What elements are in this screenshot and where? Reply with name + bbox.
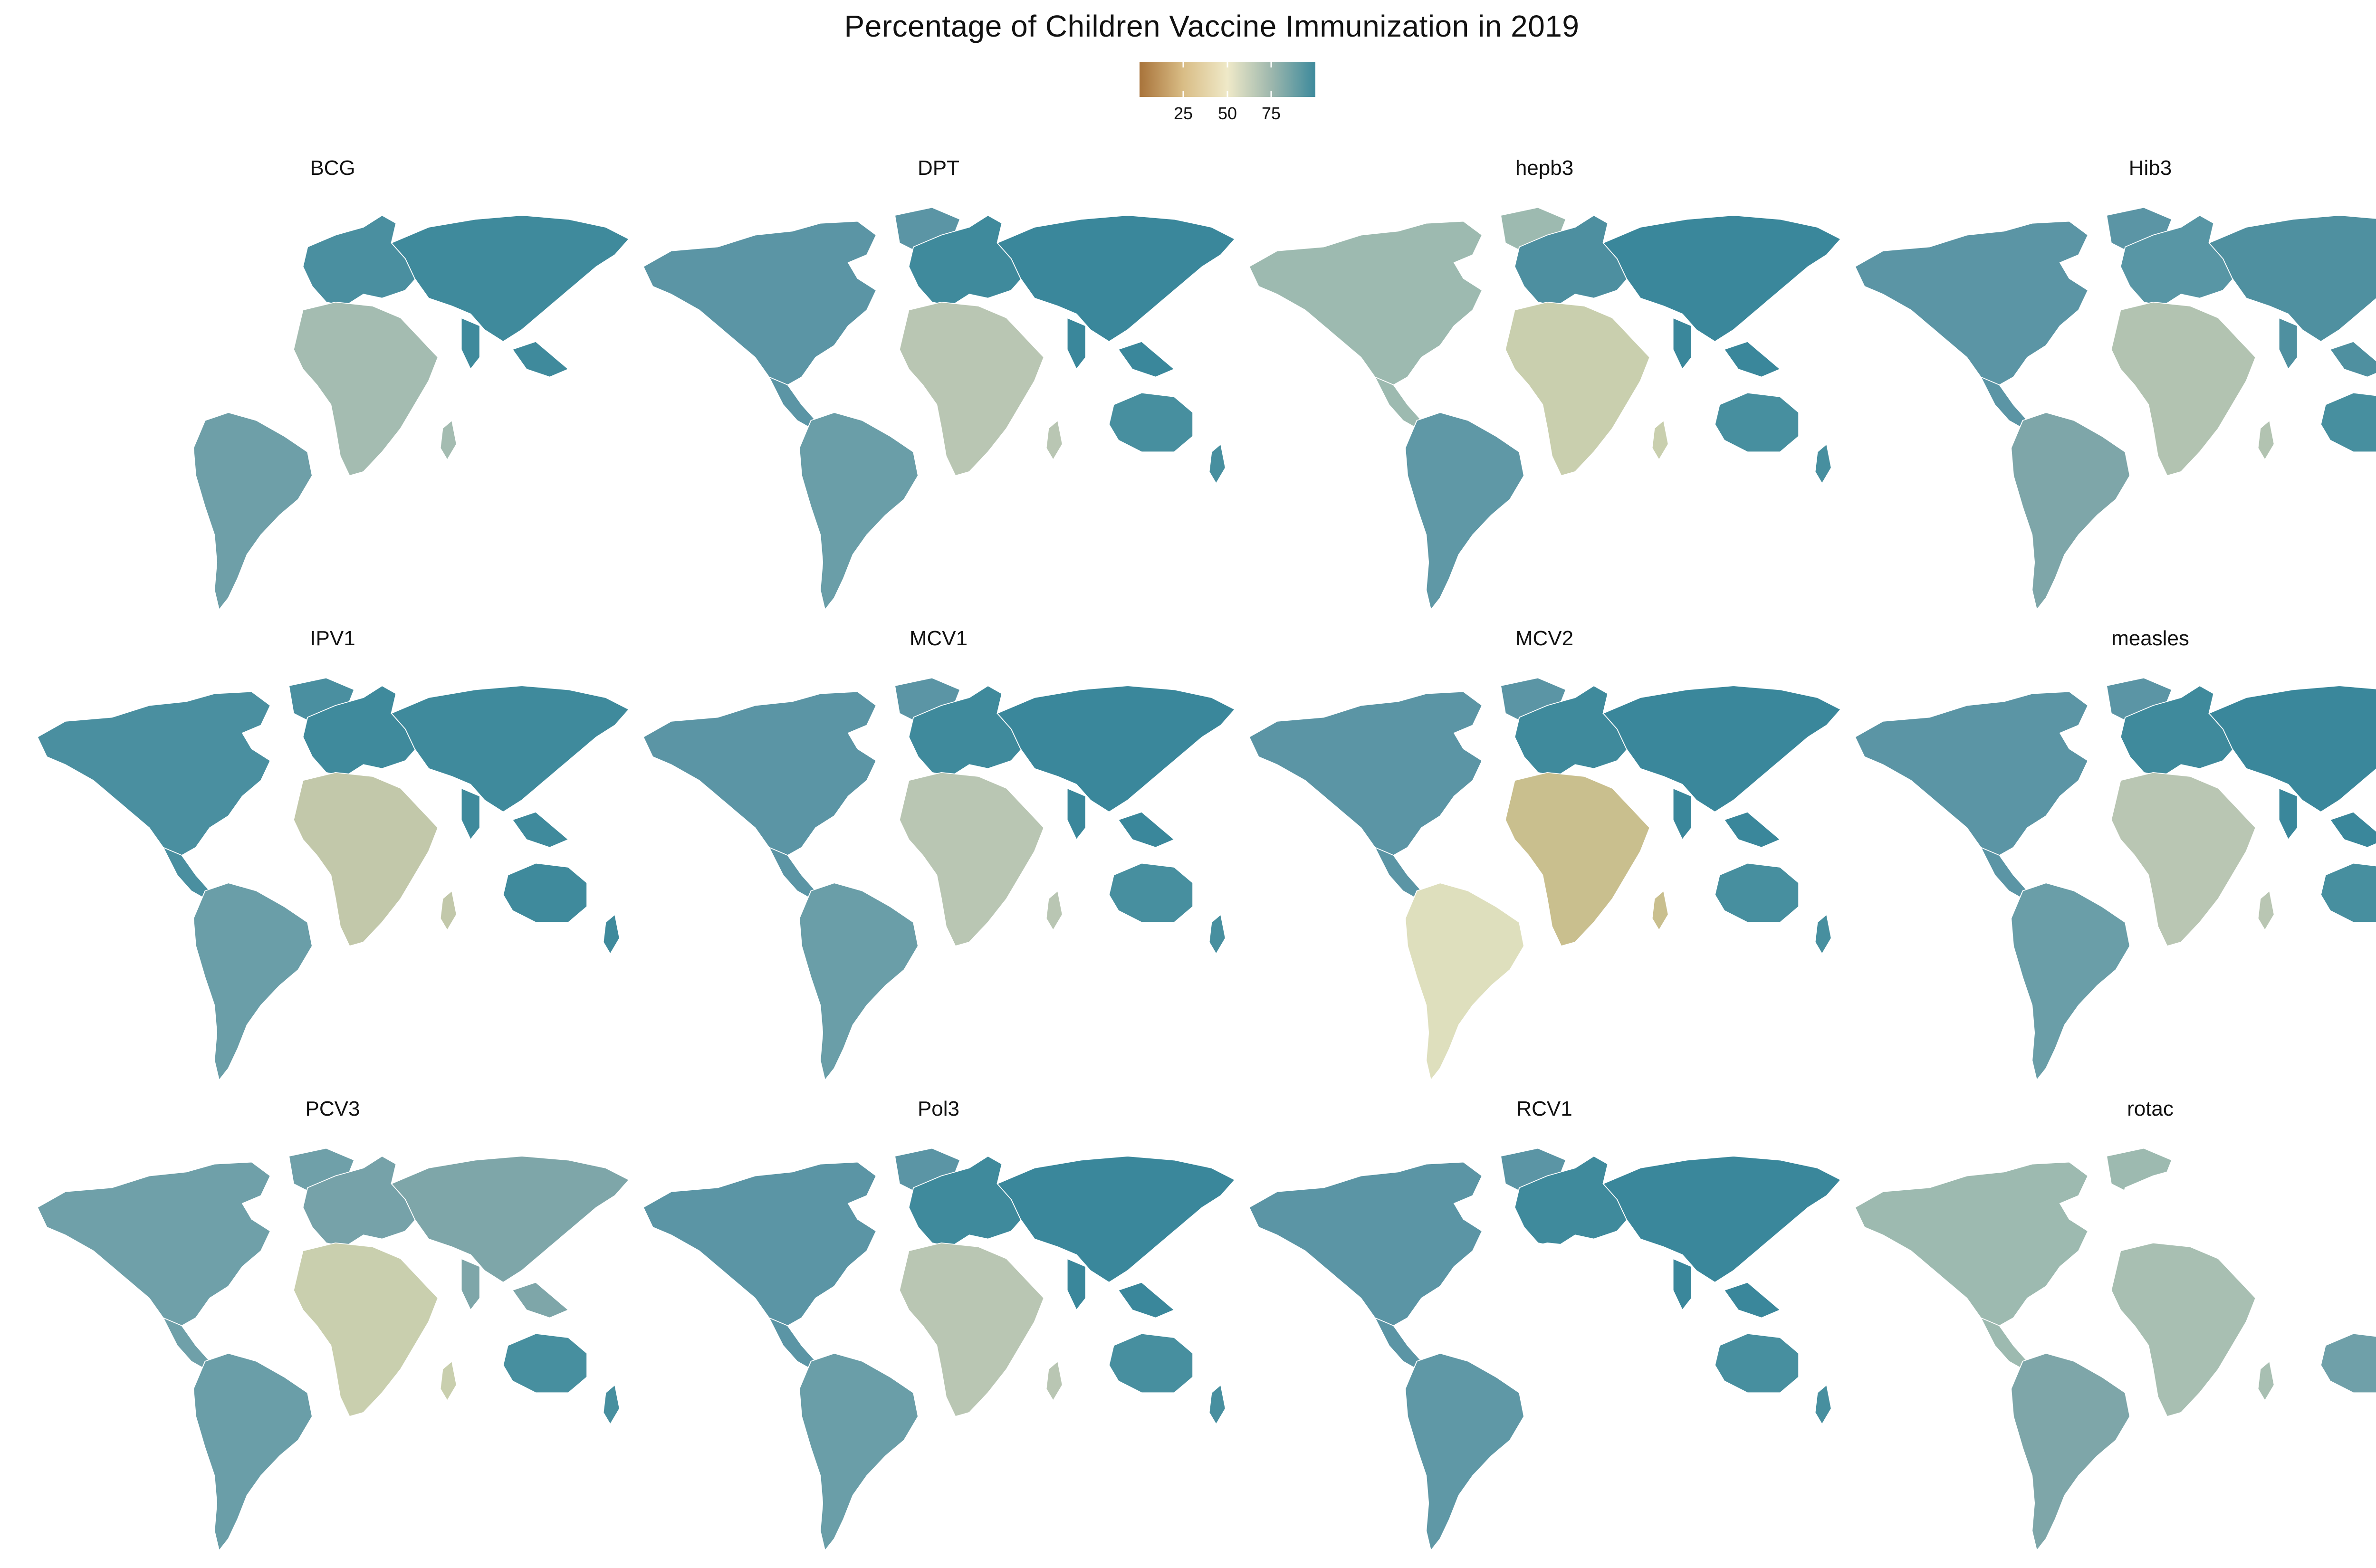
region-sa	[1405, 882, 1524, 1081]
panel-title: DPT	[918, 156, 959, 180]
panel-title: MCV1	[910, 627, 968, 650]
panel-title: IPV1	[310, 627, 355, 650]
region-af	[1504, 301, 1669, 476]
map-panel-hepb3: hepb3	[1248, 156, 1841, 611]
map-panel-ipv1: IPV1	[37, 627, 630, 1081]
region-sa	[799, 1353, 919, 1551]
map-panel-bcg: BCG	[37, 156, 630, 611]
region-oc	[1108, 1333, 1226, 1425]
region-oc	[1108, 392, 1226, 484]
panel-title: RCV1	[1516, 1097, 1572, 1120]
region-af	[293, 301, 457, 476]
legend-tick-25: 25	[1173, 104, 1193, 123]
panel-title: PCV3	[306, 1097, 360, 1120]
region-sa	[193, 882, 313, 1081]
region-af	[293, 1242, 457, 1417]
region-af	[1504, 772, 1669, 947]
region-sa	[193, 412, 313, 611]
region-oc	[1714, 1333, 1832, 1425]
region-sa	[2011, 882, 2130, 1081]
region-oc	[502, 392, 620, 484]
region-af	[293, 772, 457, 947]
map-panel-pcv3: PCV3	[37, 1097, 630, 1551]
panel-title: hepb3	[1515, 156, 1573, 180]
map-panel-mcv1: MCV1	[642, 627, 1236, 1081]
color-legend: 25 50 75	[1140, 60, 1320, 126]
map-panel-rcv1: RCV1	[1248, 1097, 1841, 1551]
map-panel-mcv2: MCV2	[1248, 627, 1841, 1081]
region-af	[2110, 1242, 2275, 1417]
legend-tick-50: 50	[1217, 104, 1237, 123]
panel-title: Hib3	[2129, 156, 2172, 180]
region-oc	[2320, 1333, 2376, 1425]
region-sa	[799, 882, 919, 1081]
region-sa	[2011, 1353, 2130, 1551]
region-sa	[1405, 1353, 1524, 1551]
panel-title: Pol3	[918, 1097, 959, 1120]
chart-title: Percentage of Children Vaccine Immunizat…	[844, 9, 1580, 43]
panel-title: BCG	[310, 156, 355, 180]
map-panel-hib3: Hib3	[1854, 156, 2376, 611]
region-oc	[502, 862, 620, 955]
region-sa	[799, 412, 919, 611]
panel-title: rotac	[2127, 1097, 2174, 1120]
panel-title: MCV2	[1515, 627, 1573, 650]
region-oc	[2320, 862, 2376, 955]
map-panel-dpt: DPT	[642, 156, 1236, 611]
region-oc	[1714, 862, 1832, 955]
region-sa	[1405, 412, 1524, 611]
region-sa	[2011, 412, 2130, 611]
region-af	[2110, 301, 2275, 476]
region-oc	[2320, 392, 2376, 484]
map-panel-rotac: rotac	[1854, 1097, 2376, 1551]
legend-gradient-bar	[1140, 62, 1315, 97]
region-sa	[193, 1353, 313, 1551]
region-oc	[1714, 392, 1832, 484]
panel-title: measles	[2111, 627, 2189, 650]
region-af	[899, 772, 1063, 947]
legend-tick-75: 75	[1261, 104, 1281, 123]
region-af	[899, 1242, 1063, 1417]
region-af	[899, 301, 1063, 476]
region-oc	[1108, 862, 1226, 955]
region-oc	[502, 1333, 620, 1425]
region-af	[1504, 1242, 1669, 1417]
map-panel-pol3: Pol3	[642, 1097, 1236, 1551]
map-panel-measles: measles	[1854, 627, 2376, 1081]
region-af	[2110, 772, 2275, 947]
